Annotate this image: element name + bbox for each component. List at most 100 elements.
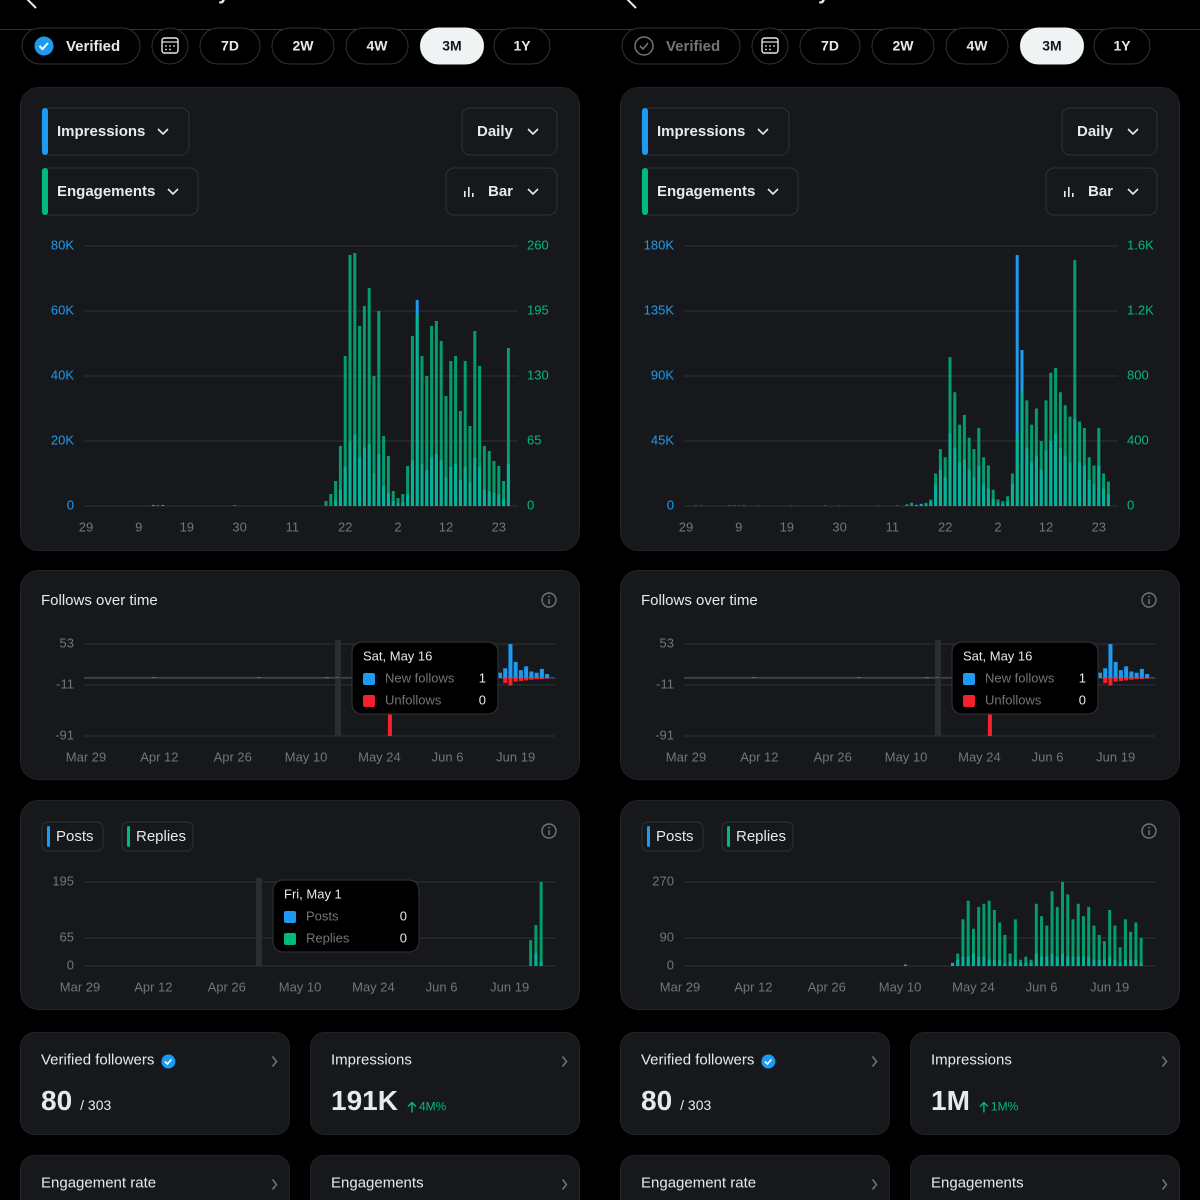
bar: [982, 903, 986, 966]
range-button[interactable]: [1093, 27, 1151, 65]
stat-card[interactable]: [20, 1155, 290, 1200]
legend-chip[interactable]: [41, 821, 104, 852]
range-button[interactable]: [420, 27, 484, 65]
bar: [910, 502, 914, 506]
info-icon[interactable]: [1141, 823, 1157, 839]
dropdown[interactable]: [1045, 167, 1158, 216]
stat-card[interactable]: [310, 1155, 580, 1200]
tooltip-swatch: [284, 911, 296, 923]
x-tick-label: Apr 12: [740, 749, 778, 764]
bar: [958, 424, 962, 506]
tooltip-swatch: [363, 673, 375, 685]
info-icon-dot: [1148, 595, 1150, 598]
chevron-icon: [767, 188, 779, 196]
verified-badge: [161, 1054, 176, 1069]
bar: [977, 906, 981, 966]
stat-card[interactable]: [310, 1032, 580, 1135]
tooltip-value: 0: [400, 908, 407, 923]
calendar-icon-dot: [765, 45, 767, 47]
bar: [1139, 677, 1144, 680]
bar: [903, 964, 907, 966]
stat-card[interactable]: [620, 1155, 890, 1200]
bar: [966, 900, 970, 966]
x-tick-label: 12: [439, 519, 453, 534]
range-button[interactable]: [945, 27, 1009, 65]
y-tick-label: 0: [667, 497, 674, 512]
verified-filter[interactable]: [621, 27, 741, 65]
info-icon-dot: [1148, 826, 1150, 829]
bar: [492, 461, 496, 506]
stat-chevron: [271, 1056, 278, 1067]
stat-card[interactable]: [910, 1032, 1180, 1135]
range-button[interactable]: [1020, 27, 1084, 65]
range-button[interactable]: [493, 27, 551, 65]
bar: [972, 449, 976, 506]
info-icon[interactable]: [541, 592, 557, 608]
bar: [987, 900, 991, 966]
legend-label: Posts: [56, 828, 94, 845]
bar: [508, 644, 513, 678]
bar: [454, 356, 458, 506]
calendar-icon-dot: [773, 45, 775, 47]
bar: [1045, 925, 1049, 966]
bar: [539, 668, 544, 678]
range-label: 4W: [367, 38, 389, 54]
stat-value: 191K: [331, 1085, 398, 1116]
stat-card[interactable]: [620, 1032, 890, 1135]
bar: [1106, 481, 1110, 506]
range-button[interactable]: [345, 27, 409, 65]
y2-tick-label: 195: [527, 302, 549, 317]
chevron-icon: [1127, 128, 1139, 136]
dropdown[interactable]: [461, 107, 558, 156]
bar: [934, 473, 938, 506]
x-tick-label: Mar 29: [60, 979, 100, 994]
bar: [406, 466, 410, 506]
x-tick-label: 12: [1039, 519, 1053, 534]
bar: [325, 677, 330, 678]
range-button[interactable]: [871, 27, 935, 65]
range-button[interactable]: [199, 27, 261, 65]
tooltip-box: [272, 879, 420, 953]
x-tick-label: May 10: [285, 749, 328, 764]
bar: [1082, 428, 1086, 506]
bar: [444, 396, 448, 506]
back-button[interactable]: [626, 0, 637, 9]
legend-chip[interactable]: [641, 821, 704, 852]
stat-chevron: [1161, 1056, 1168, 1067]
bar: [1055, 906, 1059, 966]
range-label: 1Y: [513, 38, 531, 54]
bar: [415, 316, 419, 506]
dropdown[interactable]: [1061, 107, 1158, 156]
stat-card[interactable]: [20, 1032, 290, 1135]
dropdown[interactable]: [445, 167, 558, 216]
bar-chart-icon: [1072, 193, 1074, 197]
stat-label: Verified followers: [641, 1051, 754, 1068]
bar: [977, 428, 981, 506]
info-icon-dot: [548, 595, 550, 598]
info-icon[interactable]: [541, 823, 557, 839]
bar: [1087, 457, 1091, 506]
verified-filter-label: Verified: [666, 38, 720, 55]
bar: [1145, 677, 1150, 679]
chart-card: [20, 87, 580, 551]
bar: [1118, 947, 1122, 966]
bar: [377, 311, 381, 506]
info-icon[interactable]: [1141, 592, 1157, 608]
tooltip-swatch: [284, 933, 296, 945]
tooltip-value: 0: [1079, 692, 1086, 707]
bar: [953, 392, 957, 506]
verified-filter[interactable]: [21, 27, 141, 65]
y-tick-label: 90: [660, 929, 674, 944]
legend-chip[interactable]: [721, 821, 794, 852]
chevron-icon: [757, 128, 769, 136]
back-button[interactable]: [26, 0, 37, 9]
bar: [1108, 677, 1113, 686]
bar: [1092, 465, 1096, 506]
legend-chip[interactable]: [121, 821, 194, 852]
dropdown-label: Daily: [477, 123, 514, 140]
bar: [1108, 910, 1112, 966]
info-icon-dot: [548, 826, 550, 829]
stat-card[interactable]: [910, 1155, 1180, 1200]
range-button[interactable]: [799, 27, 861, 65]
range-button[interactable]: [271, 27, 335, 65]
